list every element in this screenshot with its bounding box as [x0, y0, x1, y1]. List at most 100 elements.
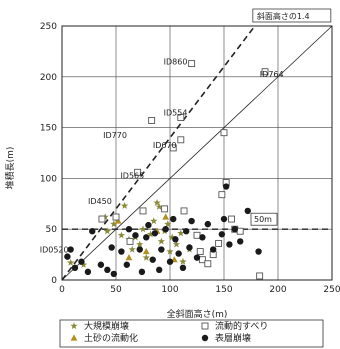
point-surface-failure	[170, 215, 177, 223]
legend-marker	[201, 322, 209, 330]
legend-label: 流動的すべり	[215, 320, 268, 332]
plot-frame	[61, 25, 333, 281]
point-surface-failure	[158, 246, 165, 253]
point-surface-failure	[218, 231, 226, 238]
point-surface-failure	[156, 266, 163, 274]
point-surface-failure	[118, 248, 125, 255]
point-large-scale-failure	[164, 220, 172, 228]
legend-label: 大規模崩壊	[84, 320, 129, 332]
x-axis-label: 全斜面高さ(m)	[167, 308, 228, 320]
point-id-label: ID450	[88, 197, 112, 206]
y-tick-label: 0	[51, 276, 57, 286]
legend-box	[59, 319, 324, 348]
x-tick-label: 250	[323, 285, 340, 295]
point-surface-failure	[110, 270, 118, 278]
point-surface-failure	[183, 228, 190, 235]
point-flow-slide	[256, 272, 264, 280]
point-flow-slide	[126, 237, 134, 245]
point-surface-failure	[226, 241, 233, 248]
point-flow-slide	[177, 136, 185, 144]
point-large-scale-failure	[146, 230, 155, 238]
reference-label-box	[252, 8, 332, 23]
y-tick-label: 50	[46, 225, 58, 235]
legend-label: 表層崩壊	[215, 332, 251, 344]
point-surface-failure	[64, 253, 71, 260]
point-surface-failure	[104, 266, 111, 274]
point-id-label: ID860	[164, 58, 188, 67]
point-surface-failure	[71, 264, 79, 272]
point-surface-failure	[237, 238, 244, 245]
point-surface-failure	[84, 268, 92, 276]
reference-lines: 斜面高さの1.4 50m	[61, 8, 333, 281]
point-surface-failure	[97, 261, 105, 268]
point-large-scale-failure	[150, 217, 158, 225]
point-large-scale-failure	[157, 237, 165, 245]
y-tick-label: 100	[40, 174, 57, 184]
point-surface-failure	[210, 246, 217, 253]
point-flow-slide	[215, 239, 223, 247]
point-id-label: ID554	[164, 108, 188, 117]
point-large-scale-failure	[110, 220, 118, 228]
point-surface-failure	[220, 215, 228, 223]
x-tick-label: 200	[269, 285, 286, 295]
point-flow-slide	[98, 215, 106, 223]
point-large-scale-failure	[67, 258, 75, 266]
point-surface-failure	[244, 207, 251, 215]
axes: 0 50 100 150 200 250 0 50 100 150 200 250	[40, 22, 340, 295]
point-flow-slide	[193, 231, 201, 239]
point-large-scale-failure	[139, 225, 147, 233]
point-flow-slide	[236, 227, 244, 235]
point-surface-failure	[199, 234, 206, 241]
point-flow-slide	[218, 191, 226, 199]
point-surface-failure	[166, 258, 174, 265]
point-surface-failure	[204, 220, 211, 228]
point-flow-slide	[177, 113, 185, 121]
legend-marker	[70, 334, 78, 341]
reference-label-box	[250, 212, 278, 226]
legend-marker	[70, 322, 78, 330]
point-surface-failure	[78, 258, 85, 265]
x-tick-label: 150	[215, 285, 232, 295]
reference-line-slope	[61, 25, 256, 281]
point-surface-failure	[143, 234, 150, 241]
point-flow-slide	[180, 207, 188, 215]
point-surface-failure	[186, 244, 193, 251]
point-large-scale-failure	[177, 229, 185, 237]
point-flow-slide	[139, 207, 147, 215]
point-large-scale-failure	[153, 199, 161, 206]
point-surface-failure	[193, 254, 201, 261]
point-surface-failure	[188, 217, 195, 225]
reference-line-slope	[61, 25, 333, 281]
point-surface-failure	[136, 246, 143, 253]
point-flow-slide	[261, 68, 269, 76]
point-large-scale-failure	[155, 203, 163, 210]
point-surface-failure	[89, 228, 96, 235]
point-surface-failure	[132, 232, 139, 239]
point-flow-slide	[228, 215, 236, 223]
point-large-scale-failure	[117, 231, 125, 239]
y-tick-label: 250	[40, 22, 57, 32]
point-flow-slide	[196, 248, 204, 256]
point-id-label: ID670	[153, 141, 177, 150]
point-flow-slide	[148, 117, 156, 124]
point-flow-slide	[188, 60, 196, 68]
point-flow-slide	[169, 144, 177, 152]
data-points	[64, 60, 269, 280]
point-surface-failure	[108, 244, 115, 251]
point-surface-failure	[149, 256, 156, 263]
point-sediment-fluidization	[162, 213, 170, 220]
point-surface-failure	[138, 268, 146, 276]
point-large-scale-failure	[128, 245, 136, 253]
point-sediment-fluidization	[142, 247, 150, 255]
point-surface-failure	[125, 226, 133, 233]
x-tick-label: 0	[59, 285, 65, 295]
reference-label: 50m	[254, 215, 272, 224]
point-id-label: ID764	[260, 70, 284, 79]
point-sediment-fluidization	[114, 217, 122, 224]
point-flow-slide	[161, 205, 169, 213]
point-large-scale-failure	[172, 240, 181, 248]
point-flow-slide	[220, 129, 228, 137]
point-surface-failure	[222, 183, 230, 190]
